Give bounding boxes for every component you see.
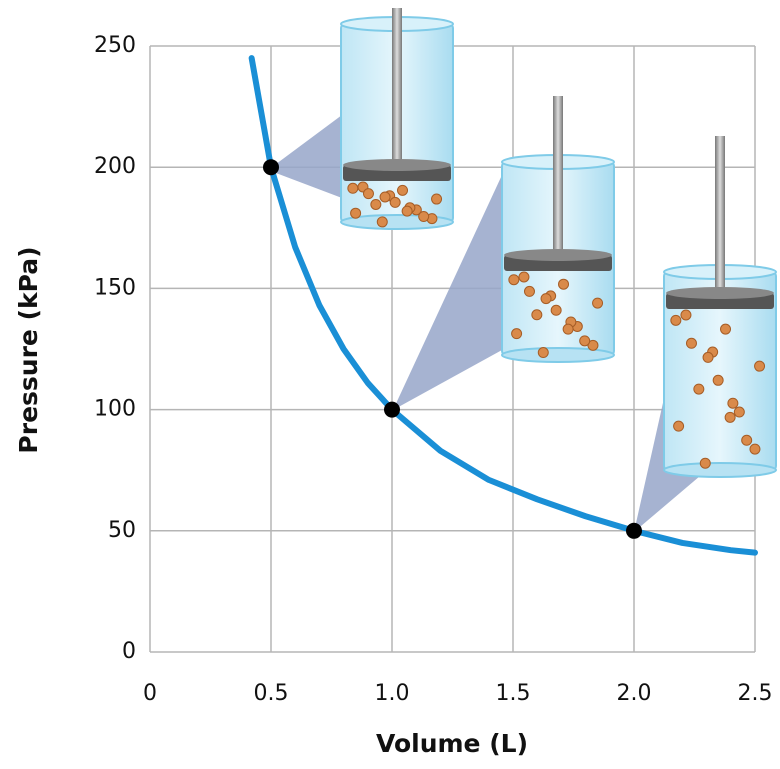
particle	[389, 196, 401, 208]
particle	[754, 360, 766, 372]
particle	[540, 293, 552, 305]
particle	[350, 207, 362, 219]
point-marker	[626, 522, 642, 539]
x-tick-label: 0	[143, 681, 157, 706]
x-tick-label: 1.0	[375, 681, 410, 706]
y-axis-label: Pressure (kPa)	[14, 246, 43, 453]
point-marker	[263, 159, 279, 176]
particle	[673, 420, 685, 432]
illustrations	[268, 8, 777, 532]
particle	[431, 193, 443, 205]
particle	[727, 397, 739, 409]
particle	[401, 205, 413, 217]
particle	[720, 323, 732, 335]
y-tick-label: 100	[94, 397, 136, 422]
particle	[733, 406, 745, 418]
x-tick-label: 1.5	[496, 681, 531, 706]
particle	[508, 274, 520, 286]
piston-rod	[392, 8, 402, 165]
line	[248, 55, 758, 556]
particle	[712, 374, 724, 386]
particle	[347, 182, 359, 194]
particle	[511, 328, 523, 340]
particle	[523, 285, 535, 297]
particle	[741, 434, 753, 446]
point-marker	[384, 401, 400, 418]
particle	[418, 211, 430, 223]
y-tick-label: 250	[94, 33, 136, 58]
x-tick-label: 2.0	[617, 681, 652, 706]
particle	[558, 278, 570, 290]
particle	[685, 337, 697, 349]
particle	[379, 191, 391, 203]
y-tick-label: 0	[122, 639, 136, 664]
piston-rod	[553, 96, 563, 255]
particle	[592, 297, 604, 309]
piston-top	[343, 159, 451, 171]
callout-wedge	[393, 175, 502, 410]
particle	[680, 309, 692, 321]
particle	[537, 347, 549, 359]
cylinder-base	[663, 462, 777, 478]
y-tick-label: 200	[94, 154, 136, 179]
particle	[518, 271, 530, 283]
particle	[362, 188, 374, 200]
particle	[579, 335, 591, 347]
particle	[749, 443, 761, 455]
particle	[531, 309, 543, 321]
y-tick-label: 150	[94, 275, 136, 300]
y-tick-label: 50	[108, 518, 136, 543]
x-tick-label: 0.5	[254, 681, 289, 706]
particle	[693, 383, 705, 395]
particle	[587, 339, 599, 351]
piston-top	[666, 287, 774, 299]
callout-wedge	[268, 115, 342, 198]
x-axis-label: Volume (L)	[376, 729, 528, 758]
particle	[724, 411, 736, 423]
particle	[670, 314, 682, 326]
particle	[699, 457, 711, 469]
particle	[550, 304, 562, 316]
particle	[702, 351, 714, 363]
cylinder-base	[501, 347, 615, 363]
piston-top	[504, 249, 612, 261]
particle	[397, 184, 409, 196]
particle	[562, 323, 574, 335]
piston-rod	[715, 136, 725, 293]
particle	[376, 216, 388, 228]
x-tick-label: 2.5	[738, 681, 773, 706]
particle	[370, 198, 382, 210]
